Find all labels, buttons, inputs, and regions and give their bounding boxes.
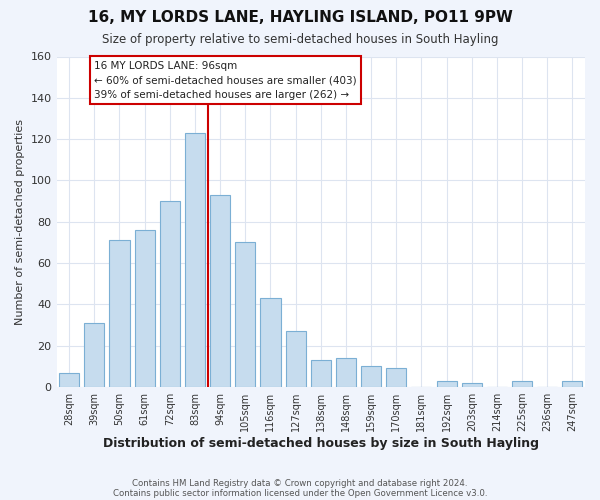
Bar [286, 332, 305, 387]
Text: Contains HM Land Registry data © Crown copyright and database right 2024.: Contains HM Land Registry data © Crown c… [132, 478, 468, 488]
Bar [437, 381, 457, 387]
Bar [84, 323, 104, 387]
Text: Size of property relative to semi-detached houses in South Hayling: Size of property relative to semi-detach… [102, 32, 498, 46]
Text: Contains public sector information licensed under the Open Government Licence v3: Contains public sector information licen… [113, 488, 487, 498]
Text: 16, MY LORDS LANE, HAYLING ISLAND, PO11 9PW: 16, MY LORDS LANE, HAYLING ISLAND, PO11 … [88, 10, 512, 25]
Bar [562, 381, 583, 387]
Bar [461, 383, 482, 387]
Bar [361, 366, 381, 387]
Bar [311, 360, 331, 387]
Bar [386, 368, 406, 387]
Y-axis label: Number of semi-detached properties: Number of semi-detached properties [15, 119, 25, 325]
Bar [185, 133, 205, 387]
Bar [134, 230, 155, 387]
Bar [512, 381, 532, 387]
Bar [235, 242, 256, 387]
Bar [59, 372, 79, 387]
Text: 16 MY LORDS LANE: 96sqm
← 60% of semi-detached houses are smaller (403)
39% of s: 16 MY LORDS LANE: 96sqm ← 60% of semi-de… [94, 60, 357, 100]
Bar [210, 195, 230, 387]
Bar [160, 201, 180, 387]
X-axis label: Distribution of semi-detached houses by size in South Hayling: Distribution of semi-detached houses by … [103, 437, 539, 450]
Bar [260, 298, 281, 387]
Bar [336, 358, 356, 387]
Bar [109, 240, 130, 387]
